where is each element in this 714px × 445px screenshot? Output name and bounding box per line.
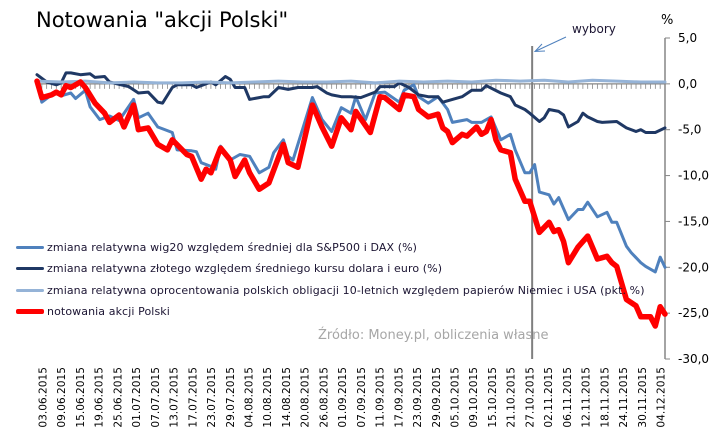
y-tick-label: 0,0 (678, 77, 697, 91)
y-tick-label: -10,0 (678, 169, 709, 183)
x-tick-label: 29.07.2015 (225, 367, 237, 428)
y-tick-label: -30,0 (678, 352, 709, 366)
x-tick-label: 17.07.2015 (187, 367, 199, 428)
x-tick-label: 03.06.2015 (38, 367, 50, 428)
x-tick-label: 29.09.2015 (431, 367, 443, 428)
x-tick-label: 04.12.2015 (656, 367, 668, 428)
x-tick-label: 11.09.2015 (375, 367, 387, 428)
legend-label: zmiana relatywna oprocentowania polskich… (47, 283, 645, 297)
legend-label: notowania akcji Polski (47, 305, 170, 319)
legend-swatch-zloty (16, 267, 44, 271)
x-tick-label: 04.08.2015 (244, 367, 256, 428)
legend-item-polish-stocks: notowania akcji Polski (16, 301, 645, 322)
x-tick-label: 09.06.2015 (56, 367, 68, 428)
y-tick-label: -5,0 (678, 123, 701, 137)
legend-swatch-polish-stocks (16, 309, 44, 315)
legend-swatch-bonds (16, 288, 44, 292)
x-tick-label: 05.10.2015 (450, 367, 462, 428)
x-tick-label: 23.07.2015 (206, 367, 218, 428)
x-tick-label: 09.10.2015 (468, 367, 480, 428)
legend-label: zmiana relatywna złotego względem średni… (47, 262, 443, 276)
series-line-polish-stocks (34, 78, 668, 329)
x-tick-label: 21.10.2015 (506, 367, 518, 428)
x-tick-label: 17.09.2015 (393, 367, 405, 428)
x-tick-label: 01.09.2015 (337, 367, 349, 428)
x-tick-label: 06.11.2015 (562, 367, 574, 428)
y-tick-label: -20,0 (678, 260, 709, 274)
legend-item-bonds: zmiana relatywna oprocentowania polskich… (16, 280, 645, 301)
y-axis-unit-label: % (661, 13, 674, 28)
y-tick-label: -15,0 (678, 214, 709, 228)
x-tick-label: 10.08.2015 (262, 367, 274, 428)
x-tick-label: 24.11.2015 (618, 367, 630, 428)
legend-swatch-wig20 (16, 246, 44, 250)
x-tick-label: 12.11.2015 (581, 367, 593, 428)
x-tick-label: 01.07.2015 (131, 367, 143, 428)
x-tick-label: 25.06.2015 (112, 367, 124, 428)
x-tick-label: 15.10.2015 (487, 367, 499, 428)
legend: zmiana relatywna wig20 względem średniej… (16, 237, 645, 322)
x-tick-label: 15.06.2015 (75, 367, 87, 428)
legend-item-wig20: zmiana relatywna wig20 względem średniej… (16, 237, 645, 258)
x-tick-label: 02.11.2015 (543, 367, 555, 428)
series-line-zloty (35, 71, 667, 134)
series-line-bonds (35, 78, 667, 85)
legend-item-zloty: zmiana relatywna złotego względem średni… (16, 258, 645, 279)
x-tick-label: 19.06.2015 (94, 367, 106, 428)
x-tick-label: 23.09.2015 (412, 367, 424, 428)
x-tick-label: 07.07.2015 (150, 367, 162, 428)
y-tick-label: 5,0 (678, 31, 697, 45)
annotation-arrowhead-icon (533, 43, 546, 53)
annotation-arrow (535, 36, 567, 52)
x-tick-label: 20.08.2015 (300, 367, 312, 428)
x-tick-label: 26.08.2015 (318, 367, 330, 428)
x-tick-label: 18.11.2015 (599, 367, 611, 428)
y-tick-label: -25,0 (678, 306, 709, 320)
legend-label: zmiana relatywna wig20 względem średniej… (47, 241, 418, 255)
x-tick-label: 14.08.2015 (281, 367, 293, 428)
chart-title: Notowania "akcji Polski" (36, 8, 289, 32)
x-tick-label: 27.10.2015 (524, 367, 536, 428)
annotation-label: wybory (572, 22, 616, 36)
x-tick-label: 30.11.2015 (637, 367, 649, 428)
x-tick-label: 07.09.2015 (356, 367, 368, 428)
source-note: Źródło: Money.pl, obliczenia własne (318, 328, 549, 343)
x-tick-label: 13.07.2015 (169, 367, 181, 428)
